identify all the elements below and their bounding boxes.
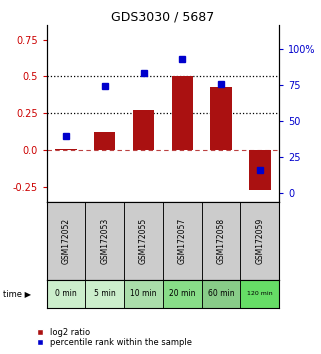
Bar (124, 280, 163, 308)
Bar (202, 202, 240, 280)
Bar (55, 149, 77, 150)
Legend: log2 ratio, percentile rank within the sample: log2 ratio, percentile rank within the s… (36, 327, 193, 348)
Bar (211, 87, 232, 150)
Bar (47, 280, 85, 308)
Text: 0 min: 0 min (55, 289, 77, 298)
Text: GSM172055: GSM172055 (139, 218, 148, 264)
Text: GSM172059: GSM172059 (256, 218, 265, 264)
Text: 20 min: 20 min (169, 289, 195, 298)
Bar (240, 202, 279, 280)
Bar (163, 202, 202, 280)
Bar (124, 202, 163, 280)
Text: GSM172053: GSM172053 (100, 218, 109, 264)
Bar (240, 280, 279, 308)
Bar (94, 132, 115, 150)
Bar (133, 110, 154, 150)
Title: GDS3030 / 5687: GDS3030 / 5687 (111, 11, 214, 24)
Bar (202, 280, 240, 308)
Text: GSM172057: GSM172057 (178, 218, 187, 264)
Bar (249, 150, 271, 190)
Bar (172, 76, 193, 150)
Text: 120 min: 120 min (247, 291, 273, 296)
Bar (85, 202, 124, 280)
Text: 5 min: 5 min (94, 289, 116, 298)
Text: 60 min: 60 min (208, 289, 234, 298)
Text: 10 min: 10 min (130, 289, 157, 298)
Bar (85, 280, 124, 308)
Text: GSM172052: GSM172052 (61, 218, 70, 264)
Bar (47, 202, 85, 280)
Bar (163, 280, 202, 308)
Text: time ▶: time ▶ (3, 289, 31, 298)
Text: GSM172058: GSM172058 (217, 218, 226, 264)
